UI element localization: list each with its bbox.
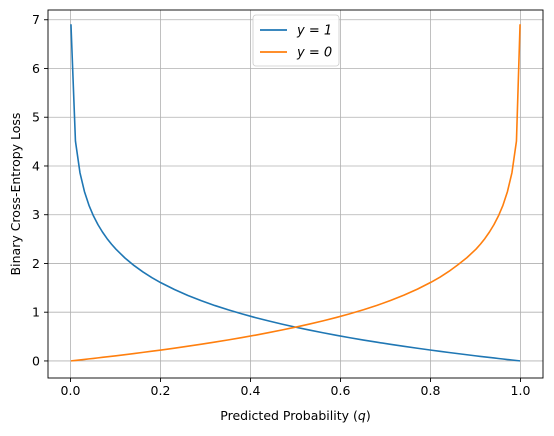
y-tick-label: 6 <box>32 61 40 76</box>
legend-box <box>252 14 340 67</box>
x-tick-label: 1.0 <box>511 383 531 398</box>
x-tick-label: 0.4 <box>241 383 261 398</box>
x-tick-label: 0.2 <box>151 383 171 398</box>
x-axis-label: Predicted Probability (q) <box>220 408 370 423</box>
series-line-y1 <box>70 24 521 362</box>
plot-frame <box>47 9 544 379</box>
y-tick-label: 3 <box>32 207 40 222</box>
x-tick-label: 0.6 <box>331 383 351 398</box>
series-lines <box>70 24 521 362</box>
x-tick-label: 0.8 <box>421 383 441 398</box>
legend-label: y = 1 <box>296 24 332 39</box>
axis-ticks: 0.0 0.2 0.4 0.6 0.8 1.0 0 1 2 3 4 5 6 7 <box>32 12 530 398</box>
y-tick-label: 7 <box>32 12 40 27</box>
y-tick-label: 5 <box>32 110 40 125</box>
y-tick-label: 0 <box>32 353 40 368</box>
series-line-y0 <box>70 24 521 362</box>
legend-label: y = 0 <box>296 46 332 61</box>
y-axis-label: Binary Cross-Entropy Loss <box>8 113 23 276</box>
legend: y = 1 y = 0 <box>252 14 340 67</box>
y-tick-label: 2 <box>32 256 40 271</box>
x-tick-label: 0.0 <box>61 383 81 398</box>
y-tick-label: 4 <box>32 158 40 173</box>
y-tick-label: 1 <box>32 305 40 320</box>
